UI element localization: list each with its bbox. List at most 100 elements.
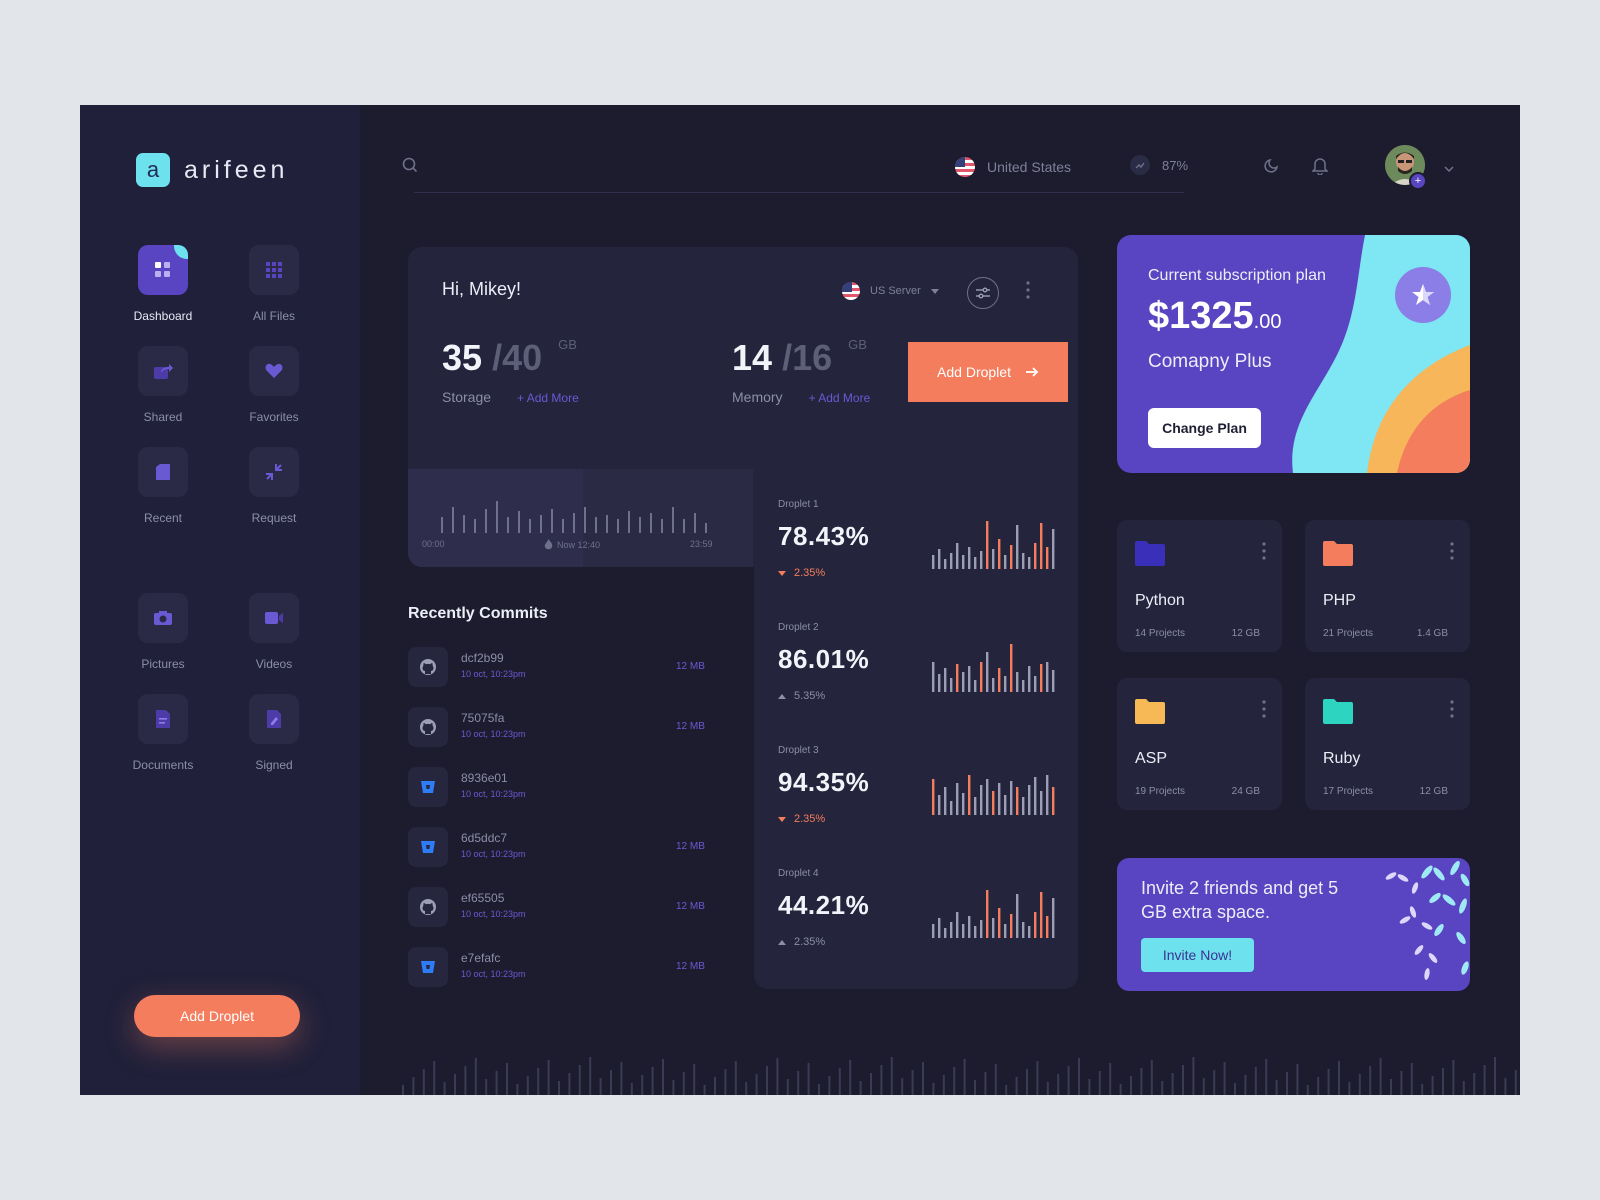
- sidebar-item-pictures[interactable]: Pictures: [123, 593, 203, 671]
- droplet-bar: [998, 908, 1001, 938]
- folder-projects: 17 Projects: [1323, 786, 1374, 797]
- folder-size: 12 GB: [1231, 628, 1260, 639]
- commit-date: 10 oct, 10:23pm: [461, 969, 526, 979]
- droplet-name: Droplet 4: [778, 868, 819, 879]
- timeline-highlight: [408, 469, 583, 567]
- wave-bar: [932, 1083, 935, 1095]
- storage-unit: GB: [558, 337, 577, 352]
- wave-bar: [1327, 1069, 1330, 1095]
- subscription-plan-card: Current subscription plan $1325.00 Comap…: [1117, 235, 1470, 473]
- droplet-bar: [1034, 777, 1037, 815]
- droplet-bar: [956, 543, 959, 569]
- droplet-card[interactable]: Droplet 4 44.21% 2.35%: [754, 858, 1078, 968]
- filter-button[interactable]: [967, 277, 999, 309]
- droplet-bar: [980, 785, 983, 815]
- commit-hash: 8936e01: [461, 771, 508, 785]
- commit-row[interactable]: dcf2b99 10 oct, 10:23pm 12 MB: [408, 647, 708, 687]
- video-icon: [249, 593, 299, 643]
- add-droplet-button[interactable]: Add Droplet: [908, 342, 1068, 402]
- more-options-icon[interactable]: [1450, 700, 1454, 718]
- droplet-bar: [1040, 892, 1043, 938]
- search-underline: [414, 192, 1184, 193]
- more-options-icon[interactable]: [1026, 281, 1030, 304]
- commit-row[interactable]: 75075fa 10 oct, 10:23pm 12 MB: [408, 707, 708, 747]
- invite-now-button[interactable]: Invite Now!: [1141, 938, 1254, 972]
- droplet-card[interactable]: Droplet 1 78.43% 2.35%: [754, 489, 1078, 599]
- memory-add-more-link[interactable]: + Add More: [808, 391, 871, 405]
- brand-name: arifeen: [184, 155, 289, 184]
- more-options-icon[interactable]: [1450, 542, 1454, 560]
- change-plan-button[interactable]: Change Plan: [1148, 408, 1261, 448]
- plan-price: $1325.00: [1148, 295, 1281, 338]
- commit-row[interactable]: e7efafc 10 oct, 10:23pm 12 MB: [408, 947, 708, 987]
- droplet-change-value: 2.35%: [794, 936, 826, 948]
- storage-add-more-link[interactable]: + Add More: [517, 391, 579, 405]
- droplet-card[interactable]: Droplet 2 86.01% 5.35%: [754, 612, 1078, 722]
- invite-text: Invite 2 friends and get 5 GB extra spac…: [1141, 878, 1339, 922]
- country-selector[interactable]: United States: [955, 157, 1071, 177]
- sidebar-item-recent[interactable]: Recent: [123, 447, 203, 525]
- droplet-bar: [968, 916, 971, 938]
- wave-bar: [1213, 1070, 1216, 1095]
- wave-bar: [1182, 1065, 1184, 1095]
- droplet-change: 5.35%: [778, 690, 825, 702]
- droplet-bar: [1040, 791, 1043, 815]
- wave-bar: [610, 1070, 612, 1095]
- droplet-bar: [950, 678, 953, 692]
- sidebar-item-favorites[interactable]: Favorites: [234, 346, 314, 424]
- usage-timeline[interactable]: 00:00 Now 12:40 23:59: [408, 469, 753, 567]
- wave-bar: [526, 1076, 529, 1095]
- wave-bar: [1400, 1071, 1403, 1095]
- logo[interactable]: a arifeen: [136, 153, 288, 187]
- droplet-bar: [962, 793, 965, 815]
- more-options-icon[interactable]: [1262, 700, 1266, 718]
- add-account-icon[interactable]: +: [1409, 172, 1427, 190]
- droplet-bar: [1016, 787, 1019, 815]
- droplet-bar: [974, 557, 977, 569]
- droplet-card[interactable]: Droplet 3 94.35% 2.35%: [754, 735, 1078, 845]
- folder-size: 12 GB: [1419, 786, 1448, 797]
- commit-row[interactable]: ef65505 10 oct, 10:23pm 12 MB: [408, 887, 708, 927]
- droplet-bar: [956, 912, 959, 938]
- sidebar-item-documents[interactable]: Documents: [123, 694, 203, 772]
- commit-row[interactable]: 8936e01 10 oct, 10:23pm: [408, 767, 708, 807]
- add-droplet-sidebar-button[interactable]: Add Droplet: [134, 995, 300, 1037]
- dark-mode-icon[interactable]: [1264, 157, 1280, 178]
- droplet-bar: [1010, 545, 1013, 569]
- search-icon[interactable]: [402, 157, 418, 178]
- chevron-down-icon[interactable]: [1444, 159, 1454, 177]
- folder-card[interactable]: PHP 21 Projects 1.4 GB: [1305, 520, 1470, 652]
- wave-bar: [1317, 1077, 1320, 1095]
- sidebar-item-signed[interactable]: Signed: [234, 694, 314, 772]
- droplet-bar: [998, 783, 1001, 815]
- camera-icon: [138, 593, 188, 643]
- commit-row[interactable]: 6d5ddc7 10 oct, 10:23pm 12 MB: [408, 827, 708, 867]
- sidebar-item-all-files[interactable]: All Files: [234, 245, 314, 323]
- droplet-bar: [1028, 926, 1031, 938]
- signed-icon: [249, 694, 299, 744]
- wave-bar: [422, 1069, 425, 1095]
- sidebar-item-shared[interactable]: Shared: [123, 346, 203, 424]
- country-label: United States: [987, 159, 1072, 175]
- sidebar-item-request[interactable]: Request: [234, 447, 314, 525]
- droplet-bar: [1010, 781, 1013, 815]
- wave-bar: [1119, 1084, 1122, 1095]
- droplet-bar: [1004, 676, 1007, 692]
- more-options-icon[interactable]: [1262, 542, 1266, 560]
- timeline-start: 00:00: [422, 539, 445, 549]
- server-label: US Server: [870, 285, 921, 297]
- wave-bar: [818, 1084, 820, 1095]
- folder-card[interactable]: ASP 19 Projects 24 GB: [1117, 678, 1282, 810]
- sidebar-item-dashboard[interactable]: Dashboard: [123, 245, 203, 323]
- sidebar-item-videos[interactable]: Videos: [234, 593, 314, 671]
- server-selector[interactable]: US Server: [842, 282, 939, 300]
- folder-card[interactable]: Ruby 17 Projects 12 GB: [1305, 678, 1470, 810]
- droplet-bar: [998, 539, 1001, 569]
- bell-icon[interactable]: [1311, 157, 1329, 180]
- wave-bar: [506, 1063, 508, 1095]
- bitbucket-icon: [408, 827, 448, 867]
- wave-bar: [724, 1069, 727, 1095]
- wave-bar: [1015, 1077, 1018, 1095]
- folder-card[interactable]: Python 14 Projects 12 GB: [1117, 520, 1282, 652]
- commit-size: 12 MB: [676, 961, 705, 972]
